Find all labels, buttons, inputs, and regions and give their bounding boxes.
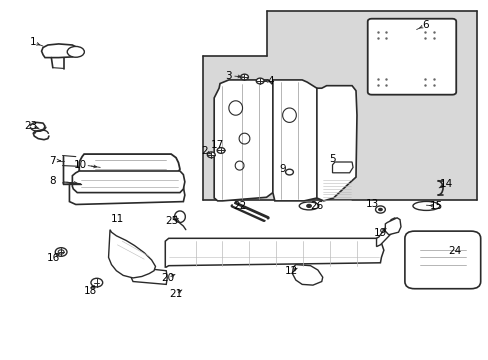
Text: 12: 12	[284, 266, 298, 276]
Text: 20: 20	[162, 273, 174, 283]
Text: 14: 14	[438, 179, 452, 189]
Text: 15: 15	[429, 201, 443, 211]
Text: 13: 13	[365, 199, 379, 210]
Text: 10: 10	[74, 159, 87, 170]
FancyBboxPatch shape	[367, 19, 455, 95]
Polygon shape	[316, 86, 356, 201]
Text: 8: 8	[49, 176, 56, 186]
Text: 3: 3	[225, 71, 232, 81]
Polygon shape	[376, 218, 395, 247]
Text: 22: 22	[232, 201, 246, 211]
Polygon shape	[72, 171, 184, 193]
Polygon shape	[79, 154, 180, 174]
Circle shape	[217, 148, 224, 153]
Circle shape	[305, 204, 311, 208]
Ellipse shape	[299, 202, 318, 210]
Polygon shape	[108, 230, 155, 278]
Text: 6: 6	[421, 20, 428, 30]
Text: 5: 5	[328, 154, 335, 164]
Text: 2: 2	[201, 146, 207, 156]
Polygon shape	[203, 11, 476, 200]
Circle shape	[55, 248, 67, 256]
Text: 4: 4	[267, 76, 274, 86]
Polygon shape	[332, 162, 352, 173]
Text: 9: 9	[279, 164, 285, 174]
Text: 16: 16	[47, 253, 61, 263]
Text: 11: 11	[110, 213, 124, 224]
Text: 17: 17	[210, 140, 224, 150]
Text: 26: 26	[309, 201, 323, 211]
Polygon shape	[272, 80, 325, 201]
Circle shape	[375, 206, 385, 213]
Text: 18: 18	[83, 285, 97, 296]
Polygon shape	[385, 218, 400, 235]
Text: 24: 24	[447, 246, 461, 256]
Polygon shape	[131, 266, 167, 284]
Text: 21: 21	[169, 289, 183, 299]
Polygon shape	[41, 44, 79, 58]
Circle shape	[91, 278, 102, 287]
Circle shape	[377, 208, 382, 211]
Polygon shape	[214, 80, 274, 201]
Text: 1: 1	[30, 37, 37, 48]
FancyBboxPatch shape	[404, 231, 480, 289]
Ellipse shape	[412, 202, 439, 210]
Text: 19: 19	[373, 228, 386, 238]
Polygon shape	[203, 11, 266, 56]
Polygon shape	[292, 265, 322, 285]
Circle shape	[207, 152, 215, 158]
Circle shape	[240, 74, 248, 80]
Text: 25: 25	[165, 216, 179, 226]
Circle shape	[285, 169, 293, 175]
Ellipse shape	[67, 46, 84, 57]
Text: 7: 7	[49, 156, 56, 166]
Polygon shape	[69, 182, 184, 204]
Text: 23: 23	[24, 121, 38, 131]
Polygon shape	[165, 238, 383, 267]
Circle shape	[256, 78, 264, 84]
